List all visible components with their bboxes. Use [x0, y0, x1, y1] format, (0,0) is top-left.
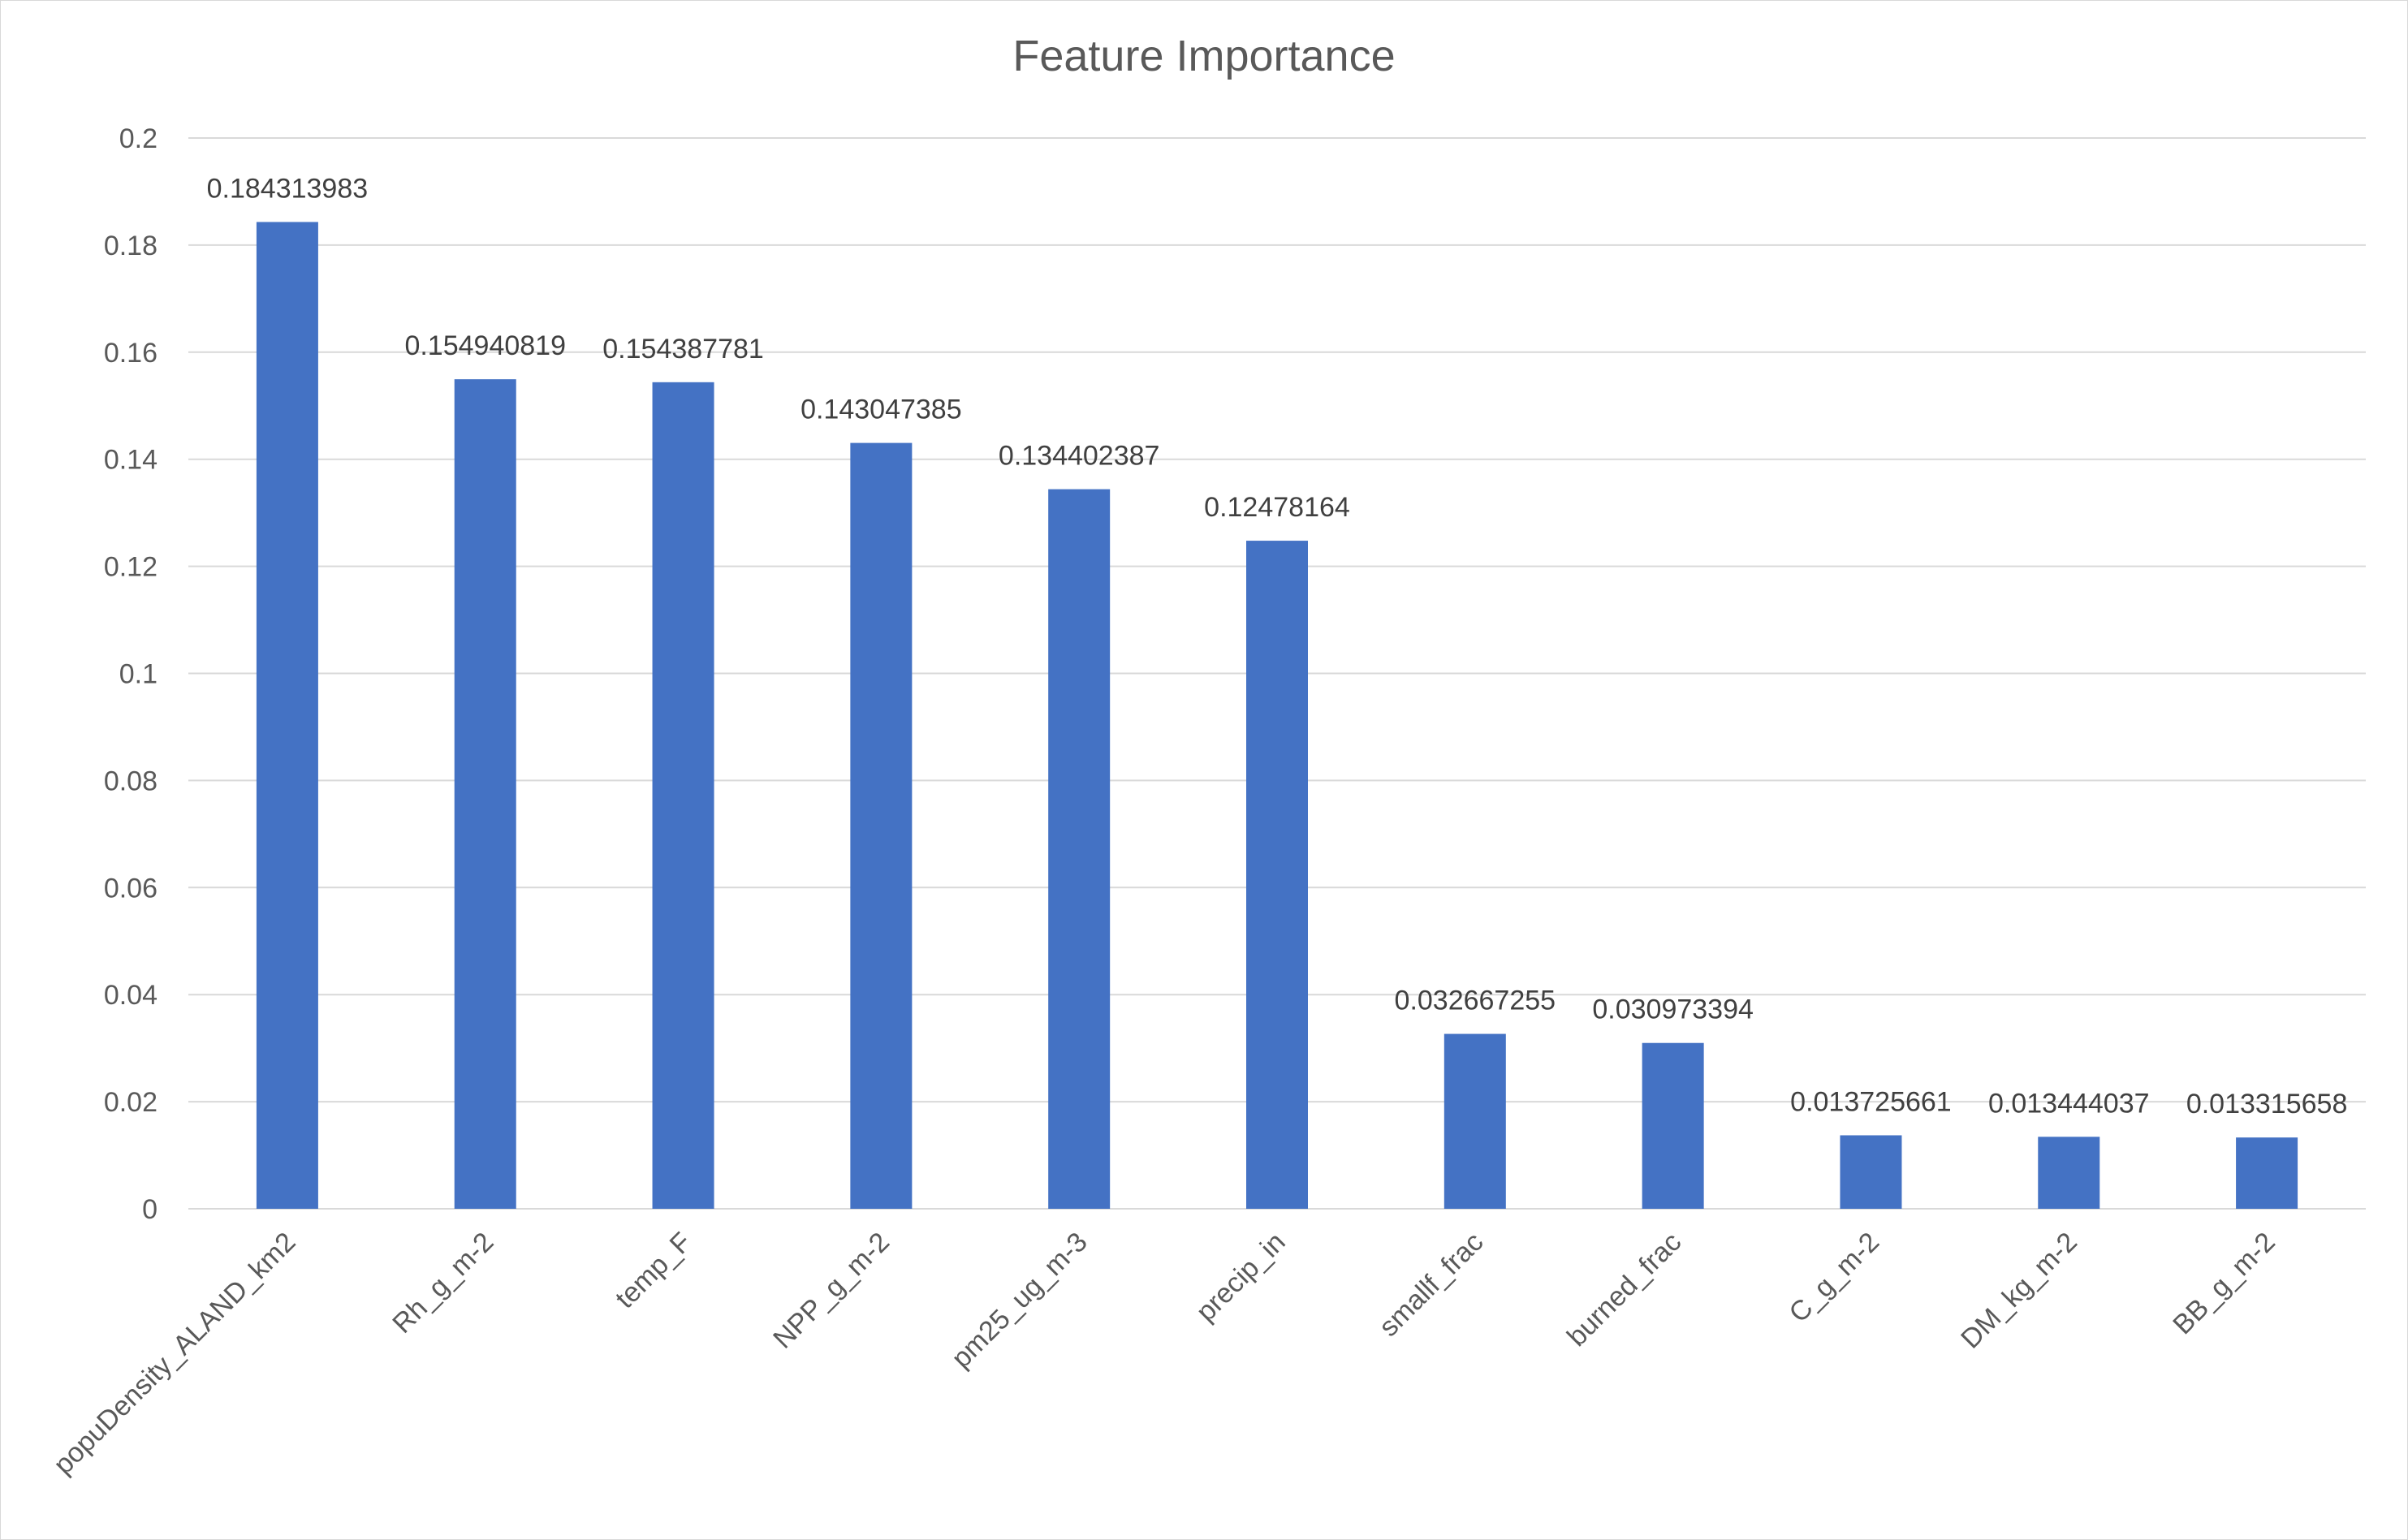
data-label: 0.013725661: [1790, 1086, 1952, 1117]
data-label: 0.013444037: [1988, 1088, 2150, 1119]
y-tick-label: 0.18: [104, 231, 158, 261]
bar: [1048, 489, 1111, 1209]
data-label: 0.013315658: [2186, 1089, 2348, 1119]
bar: [850, 442, 913, 1209]
data-label: 0.030973394: [1592, 994, 1754, 1025]
y-tick-label: 0: [142, 1194, 158, 1225]
bar: [1642, 1042, 1704, 1209]
bar: [1444, 1033, 1506, 1209]
y-tick-label: 0.04: [104, 980, 158, 1011]
chart-title: Feature Importance: [1012, 32, 1396, 80]
bar: [454, 379, 516, 1210]
y-tick-label: 0.14: [104, 445, 158, 476]
y-tick-label: 0.06: [104, 873, 158, 904]
bar: [1246, 541, 1308, 1209]
data-label: 0.12478164: [1204, 492, 1350, 523]
data-label: 0.143047385: [801, 395, 962, 425]
x-tick-label: popuDensity_ALAND_km2: [48, 1227, 302, 1481]
y-tick-label: 0.02: [104, 1087, 158, 1118]
data-label: 0.134402387: [999, 441, 1160, 472]
data-label: 0.184313983: [207, 173, 369, 204]
data-label: 0.154940819: [404, 330, 566, 361]
y-tick-label: 0.12: [104, 552, 158, 583]
x-tick-label: NPP_g_m-2: [767, 1227, 895, 1355]
bar: [2236, 1137, 2298, 1209]
bar: [652, 382, 714, 1209]
x-tick-label: precip_in: [1190, 1227, 1291, 1327]
x-tick-label: pm25_ug_m-3: [946, 1227, 1094, 1374]
x-tick-label: burned_frac: [1561, 1227, 1687, 1352]
x-tick-label: temp_F: [610, 1227, 697, 1314]
y-tick-label: 0.1: [119, 659, 158, 690]
x-tick-label: smallf_frac: [1373, 1227, 1489, 1343]
x-tick-label: DM_kg_m-2: [1955, 1227, 2083, 1355]
bar: [2038, 1137, 2100, 1209]
y-tick-label: 0.2: [119, 123, 158, 154]
data-label: 0.032667255: [1395, 986, 1556, 1016]
y-tick-label: 0.16: [104, 338, 158, 369]
x-tick-label: Rh_g_m-2: [386, 1227, 499, 1339]
bar: [256, 222, 318, 1210]
x-tick-label: BB_g_m-2: [2167, 1227, 2281, 1340]
x-tick-label: C_g_m-2: [1783, 1227, 1885, 1329]
y-tick-label: 0.08: [104, 766, 158, 796]
data-label: 0.154387781: [602, 334, 764, 365]
bar: [1840, 1135, 1902, 1209]
